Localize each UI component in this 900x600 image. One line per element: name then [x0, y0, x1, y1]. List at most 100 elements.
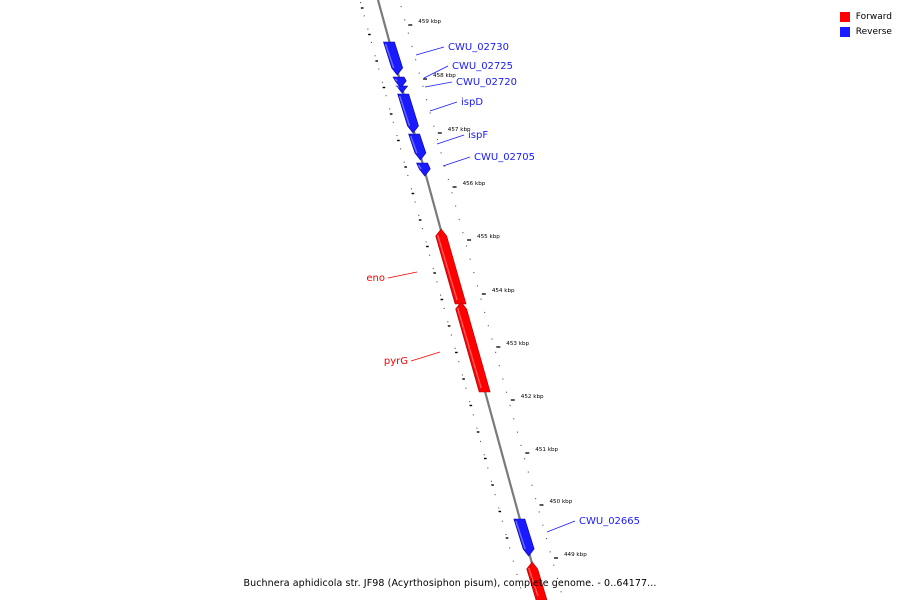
scale-tick-label: 449 kbp: [564, 552, 587, 558]
gene-cwu_02730[interactable]: CWU_02730: [383, 41, 509, 76]
gene-pyrg[interactable]: pyrG: [384, 301, 491, 393]
track-dot: [509, 405, 511, 407]
track-dot: [560, 591, 562, 593]
gene-cwu_02665[interactable]: CWU_02665: [513, 516, 640, 557]
inner-dotted-track: [360, 2, 522, 589]
gene-label[interactable]: ispD: [461, 97, 483, 108]
track-dot: [513, 418, 515, 420]
gene-label[interactable]: CWU_02730: [448, 42, 509, 53]
gene-cwu_02705[interactable]: CWU_02705: [416, 152, 535, 177]
track-dot: [422, 85, 424, 87]
scale-tick-label: 452 kbp: [521, 394, 544, 400]
track-dot: [476, 427, 478, 429]
track-dot: [425, 241, 427, 243]
scale-tick-label: 459 kbp: [418, 19, 441, 25]
gene-highlight: [409, 135, 418, 154]
track-dot: [432, 268, 434, 270]
track-dot: [458, 218, 460, 220]
track-dot: [469, 401, 471, 403]
gene-cwu_02725[interactable]: CWU_02725: [392, 61, 513, 89]
gene-label[interactable]: CWU_02705: [474, 152, 535, 163]
gene-label[interactable]: pyrG: [384, 356, 408, 367]
track-dot: [447, 321, 449, 323]
track-dot: [535, 498, 537, 500]
track-dot: [433, 125, 435, 127]
inner-dash-track: [360, 7, 509, 539]
scale-tick-label: 453 kbp: [506, 341, 529, 347]
gene-eno[interactable]: eno: [366, 228, 467, 305]
track-dot: [556, 577, 558, 579]
scale-ticks: 459 kbp 458 kbp 457 kbp 456 kbp 455 kbp 454 k…: [408, 19, 587, 559]
track-dot: [458, 361, 460, 363]
gene-label[interactable]: CWU_02725: [452, 61, 513, 72]
gene-leader-line: [410, 351, 441, 362]
track-dot: [542, 524, 544, 526]
gene-ispf[interactable]: ispF: [408, 130, 489, 161]
track-dot: [491, 338, 493, 340]
track-dot: [370, 41, 373, 43]
track-dot: [509, 547, 511, 549]
track-dot: [520, 444, 522, 446]
track-dot: [505, 534, 507, 536]
track-dot: [396, 135, 398, 137]
gene-arrow[interactable]: [526, 561, 548, 600]
track-dot: [374, 55, 376, 57]
sequence-caption: Buchnera aphidicola str. JF98 (Acyrthosi…: [243, 578, 657, 589]
track-dot: [378, 68, 380, 70]
forward-swatch: [839, 11, 850, 22]
gene-arrow[interactable]: [392, 76, 407, 89]
scale-tick-label: 450 kbp: [549, 499, 572, 505]
track-dot: [447, 178, 449, 180]
gene-ispd[interactable]: ispD: [397, 93, 484, 134]
gene-arrow[interactable]: [397, 93, 419, 134]
gene-arrow[interactable]: [513, 518, 535, 557]
gene-arrow[interactable]: [435, 228, 467, 305]
track-dot: [484, 311, 486, 313]
gene-arrow[interactable]: [395, 85, 409, 94]
legend-item-reverse: Reverse: [839, 24, 892, 39]
track-dot: [411, 45, 413, 47]
gene-leader-line: [424, 81, 453, 88]
gene-arrow[interactable]: [416, 162, 431, 177]
track-dot: [531, 484, 533, 486]
legend-label-reverse: Reverse: [855, 26, 892, 37]
track-dot: [498, 365, 500, 367]
gene-partial[interactable]: [526, 561, 548, 600]
gene-arrow[interactable]: [383, 41, 404, 76]
gene-leader-line: [415, 46, 445, 56]
track-dot: [389, 108, 391, 110]
gene-label[interactable]: eno: [366, 273, 385, 284]
gene-arrow[interactable]: [455, 301, 491, 393]
track-dot: [440, 294, 442, 296]
gene-highlight: [398, 95, 411, 127]
track-dot: [425, 99, 428, 101]
track-dot: [450, 334, 453, 336]
track-dot: [476, 285, 478, 287]
track-dot: [363, 15, 365, 17]
track-dot: [516, 573, 518, 575]
track-dot: [505, 391, 508, 393]
track-dot: [360, 2, 362, 4]
track-dot: [495, 351, 497, 353]
track-dot: [465, 245, 468, 247]
gene-label[interactable]: ispF: [468, 130, 488, 141]
track-dot: [461, 374, 463, 376]
track-dot: [494, 494, 496, 496]
gene-label[interactable]: CWU_02720: [456, 77, 517, 88]
track-dot: [454, 347, 456, 349]
gene-cwu_02720[interactable]: CWU_02720: [395, 77, 518, 94]
track-dot: [421, 228, 423, 230]
legend: Forward Reverse: [839, 9, 892, 39]
gene-highlight: [436, 234, 458, 301]
track-dot: [512, 560, 514, 562]
gene-arrow[interactable]: [408, 133, 427, 161]
gene-highlight: [456, 307, 482, 389]
gene-leader-line: [429, 101, 458, 112]
track-dot: [549, 551, 551, 553]
track-dot: [480, 440, 482, 442]
gene-label[interactable]: CWU_02665: [579, 516, 640, 527]
track-dot: [455, 205, 457, 207]
track-dot: [407, 174, 409, 176]
gene-highlight: [417, 164, 422, 170]
track-dot: [538, 511, 540, 513]
